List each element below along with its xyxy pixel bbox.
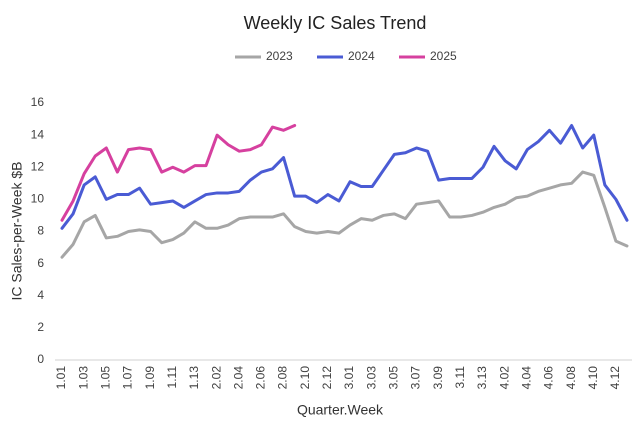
x-tick-label: 2.02 — [209, 366, 223, 390]
x-tick-label: 3.13 — [475, 366, 489, 390]
y-axis-label: IC Sales-per-Week $B — [9, 161, 25, 300]
y-tick-label: 8 — [37, 224, 44, 238]
x-tick-label: 2.08 — [276, 366, 290, 390]
x-tick-label: 1.13 — [187, 366, 201, 390]
series-line — [60, 123, 629, 230]
y-tick-label: 14 — [31, 127, 45, 141]
x-tick-label: 3.05 — [387, 366, 401, 390]
x-tick-label: 3.09 — [431, 366, 445, 390]
y-tick-label: 6 — [37, 256, 44, 270]
x-tick-label: 4.08 — [564, 366, 578, 390]
x-tick-label: 3.11 — [453, 366, 467, 389]
x-tick-label: 3.03 — [364, 366, 378, 390]
y-tick-label: 2 — [37, 320, 44, 334]
x-tick-label: 4.12 — [608, 366, 622, 390]
x-tick-label: 2.12 — [320, 366, 334, 390]
series-line — [60, 170, 629, 259]
legend-label: 2023 — [266, 49, 293, 63]
x-tick-label: 1.01 — [54, 366, 68, 390]
y-tick-label: 10 — [31, 192, 45, 206]
x-tick-label: 4.06 — [542, 366, 556, 390]
y-tick-label: 12 — [31, 159, 45, 173]
x-tick-label: 3.07 — [409, 366, 423, 390]
y-tick-label: 4 — [37, 288, 44, 302]
chart-title: Weekly IC Sales Trend — [244, 13, 427, 33]
x-tick-label: 4.10 — [586, 366, 600, 390]
x-tick-label: 1.07 — [121, 366, 135, 390]
x-tick-label: 2.10 — [298, 366, 312, 390]
x-tick-label: 4.04 — [519, 366, 533, 390]
series-line — [60, 123, 297, 222]
y-tick-label: 16 — [31, 95, 45, 109]
x-tick-label: 1.03 — [76, 366, 90, 390]
x-tick-label: 2.04 — [231, 366, 245, 390]
x-tick-label: 3.01 — [342, 366, 356, 390]
x-tick-label: 2.06 — [254, 366, 268, 390]
x-tick-label: 1.05 — [98, 366, 112, 390]
legend-label: 2024 — [348, 49, 375, 63]
x-tick-label: 1.09 — [143, 366, 157, 390]
x-tick-label: 4.02 — [497, 366, 511, 390]
x-axis-label: Quarter.Week — [297, 402, 384, 418]
y-tick-label: 0 — [37, 352, 44, 366]
x-tick-label: 1.11 — [165, 366, 179, 389]
legend-label: 2025 — [430, 49, 457, 63]
